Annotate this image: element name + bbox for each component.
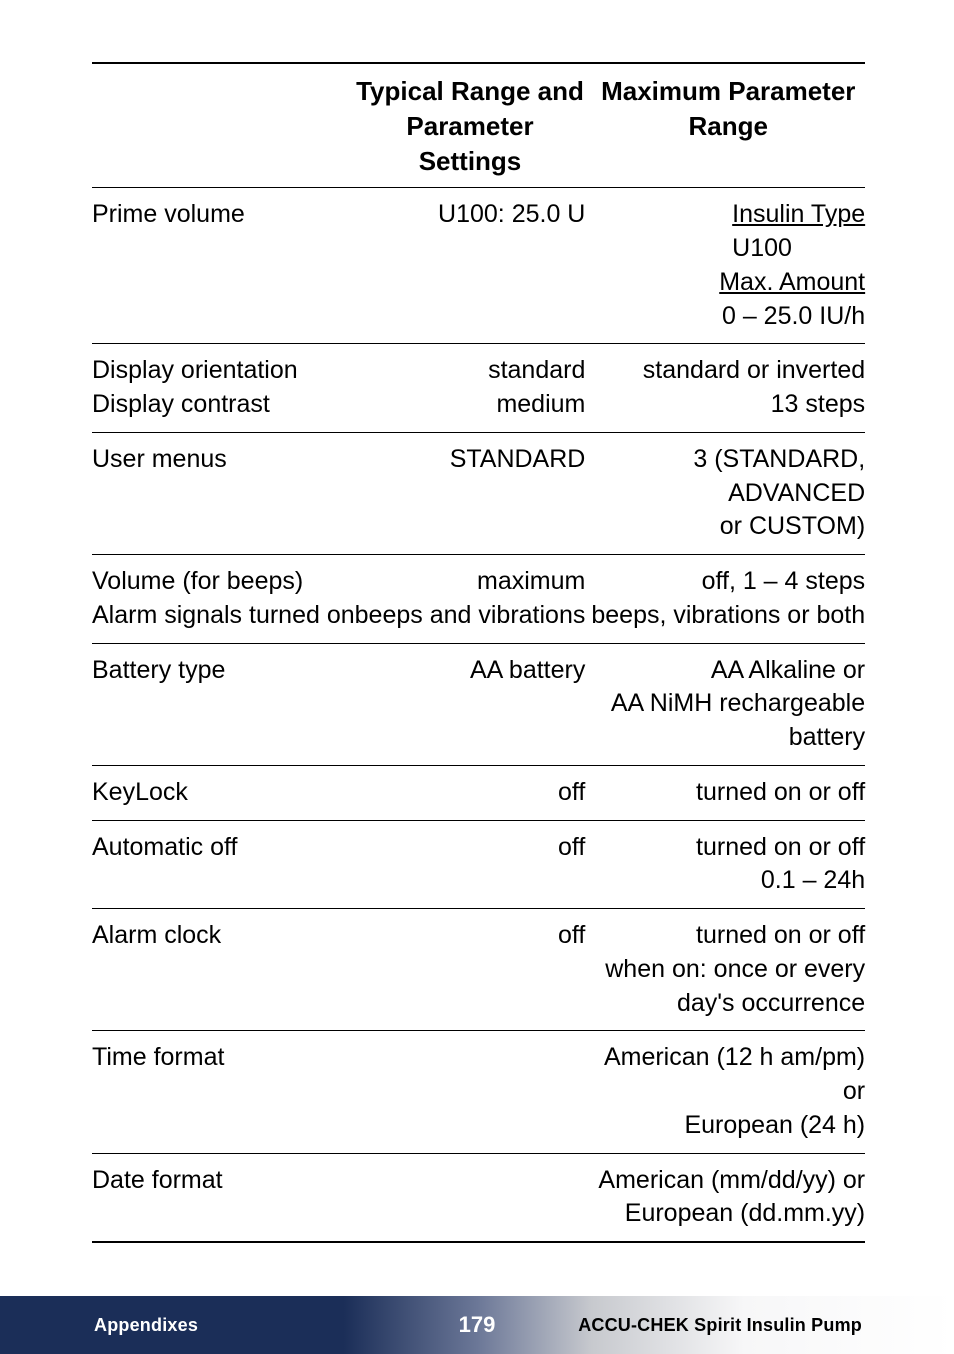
prime-typical: U100: 25.0 U — [355, 188, 592, 344]
timefmt-typical — [355, 1031, 592, 1153]
battery-typical: AA battery — [355, 643, 592, 765]
autooff-label: Automatic off — [92, 820, 355, 909]
parameter-table: Typical Range andParameter Settings Maxi… — [92, 62, 865, 1243]
prime-max-amount-val: 0 – 25.0 IU/h — [722, 302, 865, 330]
row-display: Display orientation Display contrast sta… — [92, 344, 865, 433]
alarm-typical: off — [355, 909, 592, 1031]
datefmt-range: American (mm/dd/yy) orEuropean (dd.mm.yy… — [591, 1153, 865, 1242]
battery-range: AA Alkaline orAA NiMH rechargeable batte… — [591, 643, 865, 765]
row-date-format: Date format American (mm/dd/yy) orEurope… — [92, 1153, 865, 1242]
display-orientation-label: Display orientation — [92, 356, 298, 384]
keylock-range: turned on or off — [591, 765, 865, 820]
prime-insulin-type-hdr: Insulin Type — [732, 200, 865, 228]
autooff-typical: off — [355, 820, 592, 909]
volume-typical1: maximum — [477, 567, 585, 595]
prime-insulin-type-val: U100 — [732, 234, 792, 262]
volume-label2: Alarm signals turned on — [92, 601, 355, 629]
table-header-row: Typical Range andParameter Settings Maxi… — [92, 63, 865, 188]
timefmt-range: American (12 h am/pm) orEuropean (24 h) — [591, 1031, 865, 1153]
prime-max-amount-hdr: Max. Amount — [719, 268, 865, 296]
row-time-format: Time format American (12 h am/pm) orEuro… — [92, 1031, 865, 1153]
volume-range1: off, 1 – 4 steps — [702, 567, 866, 595]
prime-range: Insulin Type U100 Max. Amount 0 – 25.0 I… — [591, 188, 865, 344]
usermenus-typical: STANDARD — [355, 432, 592, 554]
keylock-label: KeyLock — [92, 765, 355, 820]
row-keylock: KeyLock off turned on or off — [92, 765, 865, 820]
battery-label: Battery type — [92, 643, 355, 765]
row-volume: Volume (for beeps) Alarm signals turned … — [92, 555, 865, 644]
display-contrast-label: Display contrast — [92, 390, 270, 418]
usermenus-range: 3 (STANDARD, ADVANCEDor CUSTOM) — [591, 432, 865, 554]
row-prime-volume: Prime volume U100: 25.0 U Insulin Type U… — [92, 188, 865, 344]
display-orientation-range: standard or inverted — [643, 356, 865, 384]
footer-right: ACCU-CHEK Spirit Insulin Pump — [578, 1315, 862, 1336]
alarm-range: turned on or offwhen on: once or everyda… — [591, 909, 865, 1031]
volume-range2: beeps, vibrations or both — [591, 601, 865, 629]
alarm-label: Alarm clock — [92, 909, 355, 1031]
volume-label1: Volume (for beeps) — [92, 567, 303, 595]
display-contrast-range: 13 steps — [771, 390, 866, 418]
page-content: Typical Range andParameter Settings Maxi… — [0, 0, 954, 1243]
timefmt-label: Time format — [92, 1031, 355, 1153]
footer-left: Appendixes — [94, 1315, 198, 1336]
row-automatic-off: Automatic off off turned on or off0.1 – … — [92, 820, 865, 909]
display-orientation-typical: standard — [488, 356, 585, 384]
autooff-range: turned on or off0.1 – 24h — [591, 820, 865, 909]
header-col3: Maximum ParameterRange — [591, 63, 865, 188]
row-user-menus: User menus STANDARD 3 (STANDARD, ADVANCE… — [92, 432, 865, 554]
volume-typical2: beeps and vibrations — [355, 601, 586, 629]
datefmt-typical — [355, 1153, 592, 1242]
usermenus-label: User menus — [92, 432, 355, 554]
display-contrast-typical: medium — [496, 390, 585, 418]
row-alarm-clock: Alarm clock off turned on or offwhen on:… — [92, 909, 865, 1031]
footer-page-number: 179 — [459, 1312, 496, 1338]
keylock-typical: off — [355, 765, 592, 820]
datefmt-label: Date format — [92, 1153, 355, 1242]
page-footer: Appendixes 179 ACCU-CHEK Spirit Insulin … — [0, 1296, 954, 1354]
header-col2: Typical Range andParameter Settings — [355, 63, 592, 188]
prime-label: Prime volume — [92, 188, 355, 344]
row-battery: Battery type AA battery AA Alkaline orAA… — [92, 643, 865, 765]
